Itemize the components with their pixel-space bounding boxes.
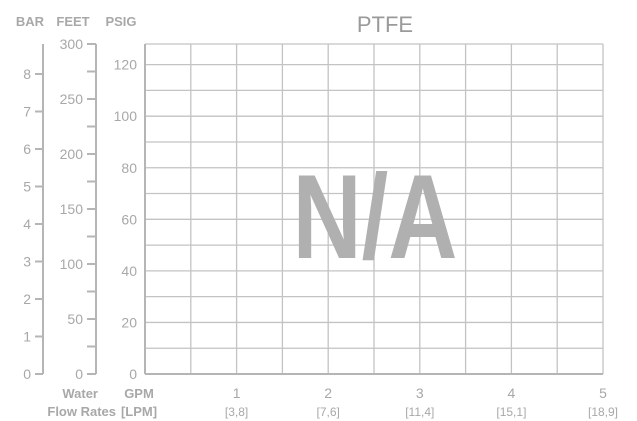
bar-tick-label: 8 <box>23 66 31 82</box>
bar-tick-label: 6 <box>23 141 31 157</box>
lpm-tick-label: [11,4] <box>405 405 434 419</box>
gpm-tick-label: 1 <box>233 385 241 401</box>
psig-tick-label: 60 <box>121 211 137 227</box>
lpm-tick-label: [15,1] <box>496 405 526 419</box>
bar-axis-label: BAR <box>16 14 45 29</box>
gpm-tick-label: 5 <box>599 385 607 401</box>
gpm-tick-label: 2 <box>324 385 332 401</box>
bar-tick-label: 4 <box>23 216 31 232</box>
gpm-tick-label: 3 <box>416 385 424 401</box>
tick-labels: 0 20 40 60 80 100 120 0 50 100 150 200 250 300 0 1 2 3 4 5 6… <box>23 36 618 419</box>
axes <box>35 43 603 375</box>
not-available-overlay: N/A <box>293 150 458 284</box>
bar-tick-label: 7 <box>23 104 31 120</box>
chart-title: PTFE <box>357 12 413 37</box>
bar-tick-label: 2 <box>23 291 31 307</box>
feet-tick-label: 300 <box>60 36 84 52</box>
bar-tick-label: 3 <box>23 254 31 270</box>
lpm-tick-label: [7,6] <box>317 405 340 419</box>
psig-tick-label: 100 <box>114 108 138 124</box>
psig-tick-label: 20 <box>121 314 137 330</box>
grid <box>145 43 604 374</box>
feet-tick-label: 250 <box>60 91 84 107</box>
lpm-tick-label: [18,9] <box>588 405 618 419</box>
x-label-water: Water <box>62 386 98 401</box>
bar-tick-label: 5 <box>23 179 31 195</box>
gpm-tick-label: 4 <box>508 385 516 401</box>
feet-tick-label: 100 <box>60 256 84 272</box>
feet-axis-label: FEET <box>56 14 89 29</box>
feet-tick-label: 50 <box>67 311 83 327</box>
psig-axis-label: PSIG <box>105 14 136 29</box>
psig-tick-label: 40 <box>121 263 137 279</box>
feet-tick-label: 150 <box>60 201 84 217</box>
bar-tick-label: 1 <box>23 329 31 345</box>
gpm-axis-label: GPM <box>124 386 154 401</box>
feet-tick-label: 0 <box>75 366 83 382</box>
lpm-axis-label: [LPM] <box>121 404 157 419</box>
psig-tick-label: 80 <box>121 160 137 176</box>
psig-tick-label: 120 <box>114 57 138 73</box>
feet-tick-label: 200 <box>60 146 84 162</box>
bar-tick-label: 0 <box>23 366 31 382</box>
lpm-tick-label: [3,8] <box>225 405 248 419</box>
x-label-flow-rates: Flow Rates <box>47 404 116 419</box>
psig-tick-label: 0 <box>129 366 137 382</box>
